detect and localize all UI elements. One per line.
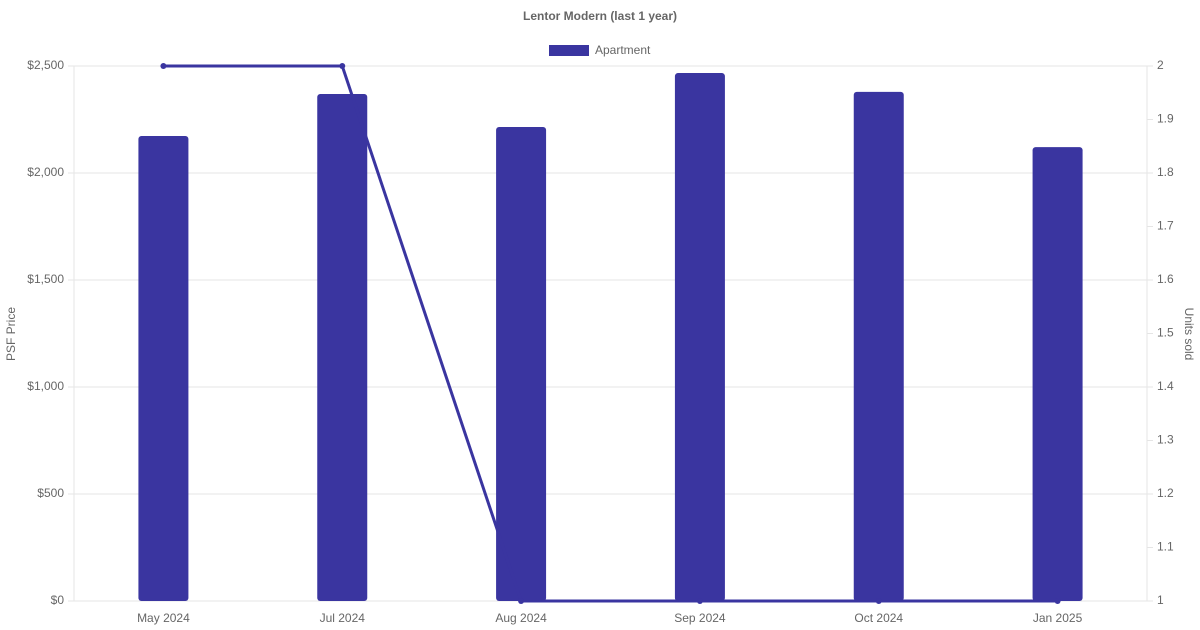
line-point [875,598,882,604]
y2-tick-label: 1.1 [1157,540,1174,554]
bar [138,135,189,601]
y2-tick-label: 1.5 [1157,326,1174,340]
y-tick-label: $500 [37,486,64,500]
y2-tick-label: 1.7 [1157,219,1174,233]
y-tick-label: $1,500 [27,272,64,286]
y2-tick-label: 1.6 [1157,272,1174,286]
x-tick-label: Oct 2024 [854,611,903,625]
y2-axis-title: Units sold [1182,308,1196,361]
y2-tick-label: 1.2 [1157,486,1174,500]
y2-tick-label: 1.9 [1157,112,1174,126]
y2-tick-label: 1.8 [1157,165,1174,179]
y2-tick-label: 2 [1157,58,1164,72]
line [163,64,1058,603]
line-point [518,598,525,604]
y-tick-label: $2,000 [27,165,64,179]
legend-swatch [549,45,589,56]
x-tick-label: Aug 2024 [495,611,547,625]
y-tick-label: $1,000 [27,379,64,393]
x-tick-label: May 2024 [137,611,190,625]
x-tick-label: Jan 2025 [1033,611,1083,625]
line-point [1054,598,1061,604]
chart-title: Lentor Modern (last 1 year) [523,9,677,23]
bar [674,73,725,601]
bar [496,126,547,602]
line-point [339,63,346,69]
y-axis-title: PSF Price [4,307,18,361]
y2-tick-label: 1.3 [1157,433,1174,447]
legend-label: Apartment [595,43,651,57]
bar [1032,147,1083,601]
y2-tick-label: 1 [1157,593,1164,607]
x-tick-label: Jul 2024 [320,611,366,625]
y-tick-label: $0 [51,593,65,607]
bar [853,91,904,602]
y-tick-label: $2,500 [27,58,64,72]
y2-tick-label: 1.4 [1157,379,1174,393]
line-point [160,63,167,69]
x-tick-label: Sep 2024 [674,611,726,625]
bar [317,94,368,601]
line-point [696,598,703,604]
